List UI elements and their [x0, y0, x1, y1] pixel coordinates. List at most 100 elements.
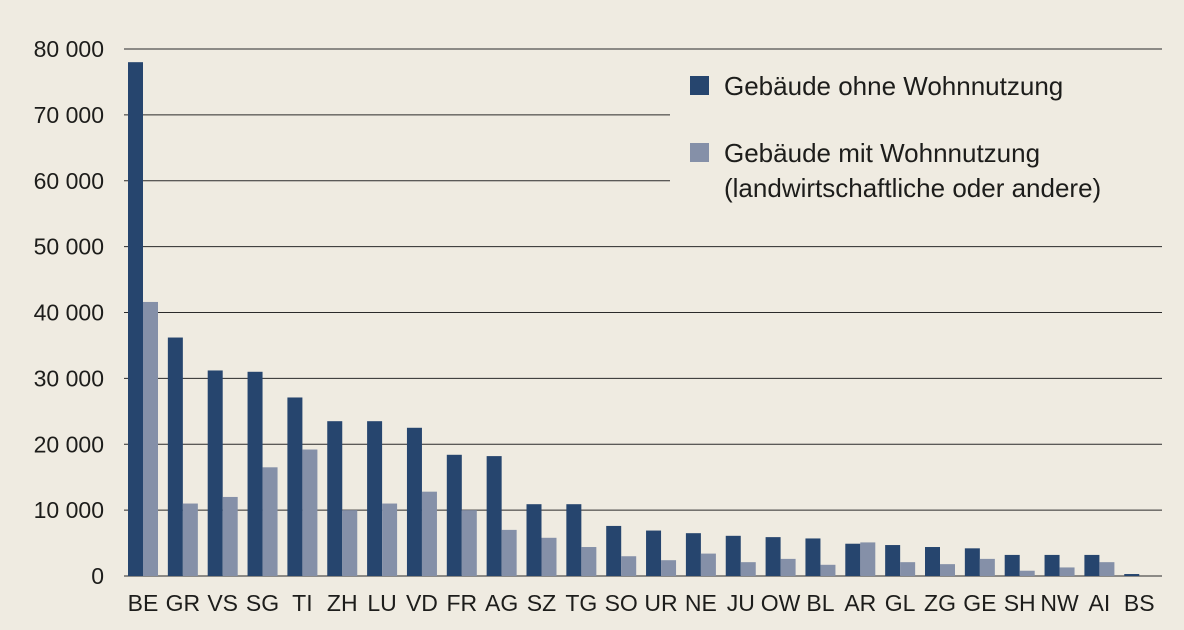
x-tick-label-nw: NW	[1040, 590, 1079, 616]
bar-sh-mit-wohnnutzung	[1019, 570, 1035, 576]
x-tick-label-tg: TG	[565, 590, 597, 616]
bar-sh-ohne-wohnnutzung	[1004, 554, 1020, 576]
bar-nw-mit-wohnnutzung	[1059, 567, 1075, 576]
x-tick-label-ti: TI	[292, 590, 312, 616]
bar-zh-ohne-wohnnutzung	[327, 421, 343, 576]
x-tick-label-sh: SH	[1004, 590, 1036, 616]
gridlines	[124, 48, 1162, 577]
bar-ow-mit-wohnnutzung	[780, 558, 796, 576]
y-tick-label: 80 000	[34, 36, 104, 62]
bar-bl-ohne-wohnnutzung	[805, 538, 821, 576]
x-tick-label-vs: VS	[207, 590, 238, 616]
bar-ju-mit-wohnnutzung	[740, 562, 756, 576]
bar-ti-mit-wohnnutzung	[302, 449, 318, 576]
x-tick-label-bl: BL	[806, 590, 834, 616]
x-tick-label-vd: VD	[406, 590, 438, 616]
y-axis-tick-labels: 0 10 000 20 000 30 000 40 000 50 000 60 000 70 …	[34, 36, 104, 589]
x-axis-tick-labels: BE GR VS SG TI ZH LU VD FR AG SZ TG SO UR NE JU OW BL AR GL…	[128, 590, 1155, 616]
x-tick-label-ow: OW	[761, 590, 801, 616]
x-tick-label-ai: AI	[1089, 590, 1111, 616]
x-tick-label-zh: ZH	[327, 590, 358, 616]
legend-swatch-1	[690, 76, 709, 95]
bar-be-mit-wohnnutzung	[143, 301, 158, 576]
bar-zg-mit-wohnnutzung	[940, 564, 955, 576]
legend-label-1: Gebäude ohne Wohnnutzung	[724, 71, 1063, 101]
bar-vs-mit-wohnnutzung	[222, 496, 238, 576]
legend: Gebäude ohne Wohnnutzung Gebäude mit Wohn…	[690, 71, 1101, 203]
legend-swatch-2	[690, 143, 709, 162]
bar-vs-ohne-wohnnutzung	[207, 370, 223, 576]
x-tick-label-ag: AG	[485, 590, 518, 616]
bar-sz-mit-wohnnutzung	[541, 537, 557, 576]
bar-ar-ohne-wohnnutzung	[845, 543, 861, 576]
bar-ge-mit-wohnnutzung	[979, 558, 995, 576]
bar-sg-ohne-wohnnutzung	[247, 371, 263, 576]
bar-ti-ohne-wohnnutzung	[287, 397, 303, 576]
y-tick-label: 10 000	[34, 497, 104, 523]
legend-label-line: Gebäude mit Wohnnutzung	[724, 138, 1040, 168]
x-tick-label-ne: NE	[685, 590, 717, 616]
x-tick-label-ju: JU	[727, 590, 755, 616]
bar-sz-ohne-wohnnutzung	[526, 504, 542, 576]
y-tick-label: 30 000	[34, 365, 104, 391]
x-tick-label-fr: FR	[446, 590, 477, 616]
bar-ag-ohne-wohnnutzung	[486, 456, 502, 576]
x-tick-label-bs: BS	[1124, 590, 1155, 616]
bar-ag-mit-wohnnutzung	[501, 529, 517, 576]
bar-tg-mit-wohnnutzung	[581, 547, 597, 576]
bar-ju-ohne-wohnnutzung	[725, 535, 741, 576]
bar-ne-ohne-wohnnutzung	[685, 533, 701, 576]
y-tick-label: 40 000	[34, 300, 104, 326]
y-tick-label: 70 000	[34, 102, 104, 128]
x-tick-label-sz: SZ	[527, 590, 556, 616]
bar-gr-ohne-wohnnutzung	[167, 337, 183, 576]
bars	[128, 62, 1140, 577]
bar-ur-mit-wohnnutzung	[661, 560, 677, 576]
x-tick-label-ar: AR	[844, 590, 876, 616]
bar-bs-ohne-wohnnutzung	[1124, 574, 1140, 576]
bar-gl-ohne-wohnnutzung	[885, 545, 901, 576]
bar-ge-ohne-wohnnutzung	[964, 548, 980, 576]
bar-fr-mit-wohnnutzung	[461, 510, 477, 576]
bar-bl-mit-wohnnutzung	[820, 564, 836, 576]
y-tick-label: 20 000	[34, 431, 104, 457]
y-tick-label: 50 000	[34, 234, 104, 260]
bar-nw-ohne-wohnnutzung	[1044, 554, 1060, 576]
legend-label-line: (landwirtschaftliche oder andere)	[724, 173, 1101, 203]
bar-ur-ohne-wohnnutzung	[646, 530, 662, 576]
x-tick-label-gr: GR	[166, 590, 201, 616]
x-tick-label-sg: SG	[246, 590, 279, 616]
bar-ne-mit-wohnnutzung	[700, 553, 716, 576]
x-tick-label-lu: LU	[367, 590, 396, 616]
bar-so-ohne-wohnnutzung	[606, 525, 622, 576]
bar-lu-mit-wohnnutzung	[382, 503, 398, 576]
x-tick-label-be: BE	[128, 590, 159, 616]
bar-ar-mit-wohnnutzung	[860, 542, 876, 576]
bar-ai-ohne-wohnnutzung	[1084, 554, 1100, 576]
y-tick-label: 0	[91, 563, 104, 589]
bar-sg-mit-wohnnutzung	[262, 467, 278, 576]
x-tick-label-ur: UR	[644, 590, 677, 616]
x-tick-label-ge: GE	[963, 590, 996, 616]
bar-be-ohne-wohnnutzung	[128, 62, 143, 577]
legend-label-line: Gebäude ohne Wohnnutzung	[724, 71, 1063, 101]
legend-label-2: Gebäude mit Wohnnutzung (landwirtschaftli…	[724, 138, 1101, 203]
x-tick-label-so: SO	[605, 590, 638, 616]
bar-tg-ohne-wohnnutzung	[566, 504, 582, 576]
bar-vd-ohne-wohnnutzung	[406, 427, 422, 576]
x-tick-label-gl: GL	[885, 590, 916, 616]
bar-gl-mit-wohnnutzung	[900, 562, 916, 576]
bar-ow-ohne-wohnnutzung	[765, 537, 781, 576]
bar-ai-mit-wohnnutzung	[1099, 562, 1115, 576]
bar-gr-mit-wohnnutzung	[182, 503, 198, 576]
bar-zg-ohne-wohnnutzung	[925, 547, 940, 576]
bar-zh-mit-wohnnutzung	[342, 510, 358, 576]
bar-lu-ohne-wohnnutzung	[367, 421, 383, 576]
y-tick-label: 60 000	[34, 168, 104, 194]
bar-fr-ohne-wohnnutzung	[446, 454, 462, 576]
bar-so-mit-wohnnutzung	[621, 556, 637, 576]
x-tick-label-zg: ZG	[924, 590, 956, 616]
bar-vd-mit-wohnnutzung	[421, 491, 437, 576]
